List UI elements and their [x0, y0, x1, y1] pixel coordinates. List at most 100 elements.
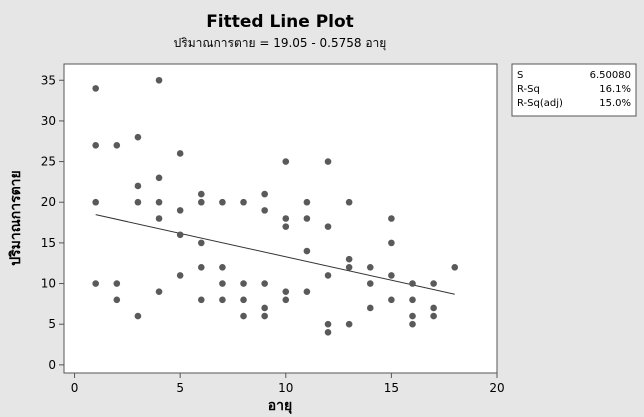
data-point: [176, 231, 184, 239]
data-point: [324, 158, 332, 165]
data-point: [282, 215, 290, 222]
data-point: [388, 296, 395, 304]
data-point: [134, 133, 142, 141]
data-point: [261, 280, 268, 287]
data-point: [176, 207, 184, 214]
data-point: [197, 198, 205, 206]
x-tick-label: 10: [278, 381, 293, 395]
chart-title: Fitted Line Plot: [206, 12, 354, 32]
data-point: [324, 223, 332, 230]
y-tick-label: 10: [41, 277, 56, 291]
data-point: [134, 198, 142, 206]
data-point: [113, 296, 121, 304]
stat-value: 6.50080: [590, 70, 631, 81]
data-point: [197, 263, 205, 271]
data-point: [155, 215, 163, 222]
data-point: [261, 207, 268, 214]
data-point: [176, 272, 184, 279]
data-point: [240, 198, 247, 206]
data-point: [282, 158, 290, 165]
x-axis: 0 5 10 15 20: [71, 373, 505, 395]
y-axis-label: ปริมาณการตาย: [8, 170, 24, 266]
data-point: [303, 247, 311, 255]
x-tick-label: 5: [176, 381, 184, 395]
data-point: [345, 255, 353, 263]
data-point: [92, 85, 99, 92]
y-axis: 0 5 10 15 20 25 30 35: [41, 73, 64, 372]
plot-area: [63, 63, 498, 374]
data-point: [197, 190, 205, 198]
y-tick-label: 15: [41, 236, 56, 250]
data-point: [303, 288, 311, 295]
data-point: [92, 198, 99, 206]
data-point: [303, 198, 311, 206]
data-point: [155, 76, 163, 84]
x-tick-label: 15: [384, 381, 399, 395]
data-point: [240, 312, 247, 320]
data-point: [219, 296, 226, 304]
data-point: [176, 150, 184, 157]
data-point: [345, 320, 353, 328]
data-point: [451, 263, 459, 271]
data-point: [92, 280, 99, 287]
data-point: [261, 312, 268, 320]
data-point: [113, 280, 121, 287]
data-point: [197, 239, 205, 247]
x-axis-label: อายุ: [268, 398, 292, 414]
data-point: [282, 288, 290, 295]
data-point: [388, 215, 395, 222]
data-point: [240, 280, 247, 287]
data-point: [430, 304, 437, 312]
data-point: [409, 312, 416, 320]
data-point: [155, 198, 163, 206]
data-point: [430, 312, 437, 320]
y-tick-label: 5: [48, 317, 56, 331]
data-point: [409, 296, 416, 304]
data-point: [409, 280, 416, 287]
data-point: [219, 263, 226, 271]
data-point: [282, 223, 290, 230]
stat-value: 15.0%: [599, 98, 631, 109]
data-point: [345, 263, 353, 271]
data-point: [197, 296, 205, 304]
data-points: [92, 76, 459, 336]
fitted-regression-line: [95, 214, 455, 295]
data-point: [219, 280, 226, 287]
data-point: [366, 280, 374, 287]
data-point: [366, 304, 374, 312]
y-tick-label: 20: [41, 195, 56, 209]
data-point: [113, 142, 121, 149]
data-point: [324, 329, 332, 336]
data-point: [388, 239, 395, 247]
data-point: [261, 304, 268, 312]
y-tick-label: 30: [41, 114, 56, 128]
data-point: [240, 296, 247, 304]
data-point: [134, 182, 142, 190]
data-point: [430, 280, 437, 287]
stat-label: S: [517, 70, 523, 81]
data-point: [324, 272, 332, 279]
x-tick-label: 20: [489, 381, 504, 395]
y-tick-label: 25: [41, 155, 56, 169]
data-point: [366, 263, 374, 271]
data-point: [324, 320, 332, 328]
data-point: [261, 190, 268, 198]
chart-subtitle: ปริมาณการตาย = 19.05 - 0.5758 อายุ: [174, 36, 387, 51]
data-point: [345, 198, 353, 206]
stat-label: R-Sq(adj): [517, 98, 563, 109]
stat-value: 16.1%: [599, 84, 631, 95]
y-tick-label: 35: [41, 73, 56, 87]
x-tick-label: 0: [71, 381, 79, 395]
data-point: [388, 272, 395, 279]
data-point: [219, 198, 226, 206]
data-point: [155, 288, 163, 295]
stats-box: [511, 63, 637, 117]
data-point: [282, 296, 290, 304]
stat-label: R-Sq: [517, 84, 540, 95]
data-point: [155, 174, 163, 182]
data-point: [134, 312, 142, 320]
data-point: [303, 215, 311, 222]
data-point: [409, 320, 416, 328]
y-tick-label: 0: [48, 358, 56, 372]
